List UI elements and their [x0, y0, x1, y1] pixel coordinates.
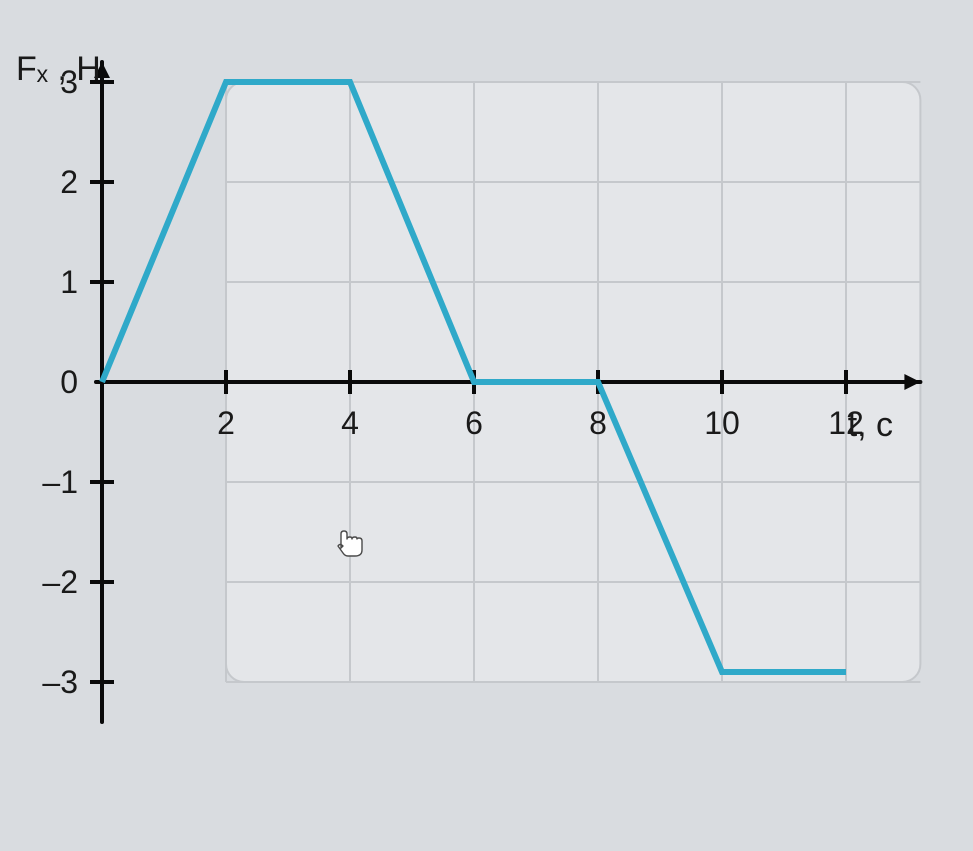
y-tick-label: 0	[60, 364, 78, 400]
y-tick-label: –2	[42, 564, 78, 600]
y-tick-label: –3	[42, 664, 78, 700]
y-tick-label: –1	[42, 464, 78, 500]
x-tick-label: 4	[341, 405, 359, 441]
y-tick-label: 2	[60, 164, 78, 200]
y-tick-label: 1	[60, 264, 78, 300]
x-tick-label: 2	[217, 405, 235, 441]
x-tick-label: 6	[465, 405, 483, 441]
y-axis-title: Fₓ , Н	[16, 50, 101, 88]
force-time-chart: 24681012–3–2–10123Fₓ , Нt, c	[0, 0, 973, 851]
x-tick-label: 10	[704, 405, 740, 441]
x-tick-label: 8	[589, 405, 607, 441]
x-axis-title: t, c	[848, 406, 893, 444]
